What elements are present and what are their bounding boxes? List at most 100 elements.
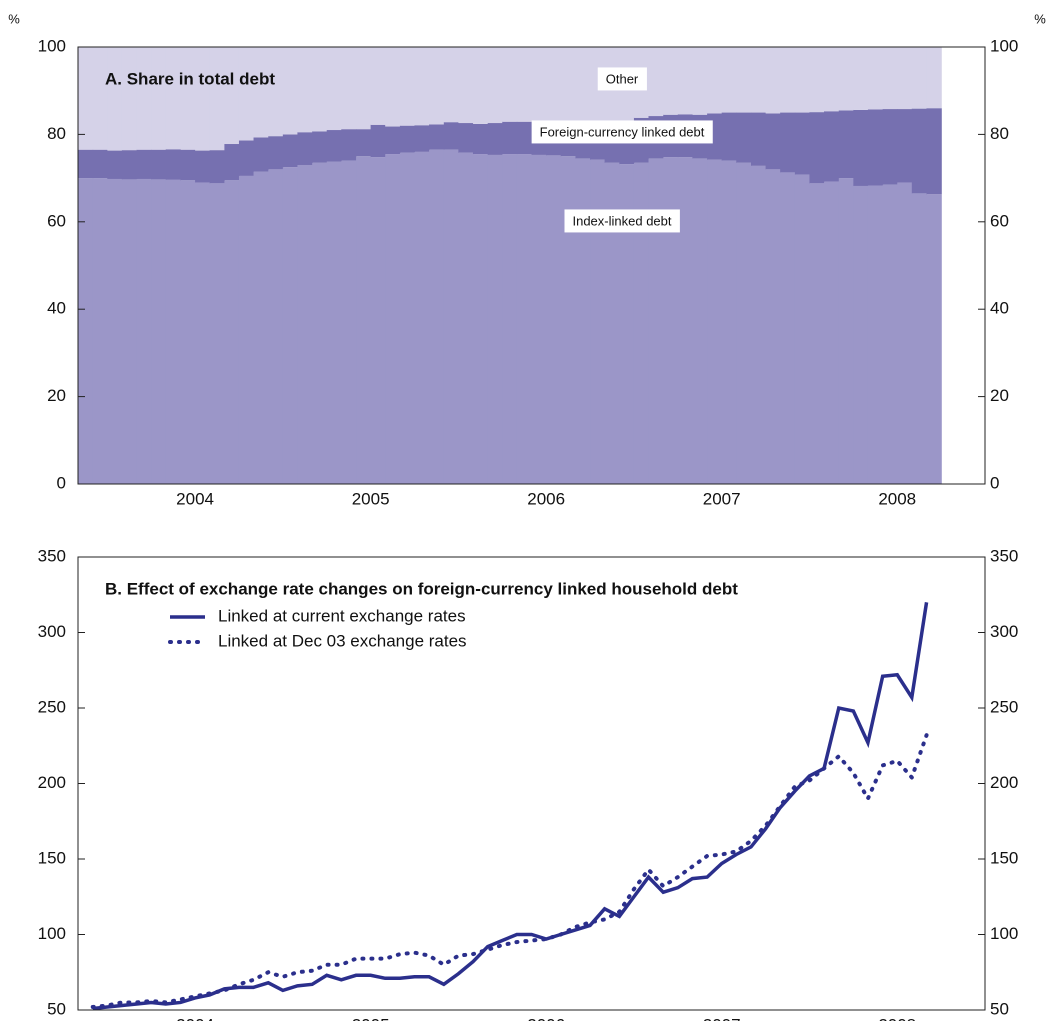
area-step [794, 174, 810, 484]
area-step [765, 113, 781, 170]
area-step [853, 109, 869, 186]
area-step [809, 183, 825, 484]
area-step [824, 111, 840, 182]
y-tick-label: 300 [38, 622, 66, 641]
area-step [282, 134, 298, 168]
area-step [297, 132, 313, 165]
y-tick-label: 250 [990, 697, 1018, 716]
area-step [531, 154, 547, 484]
area-step [780, 172, 796, 484]
area-step [809, 47, 825, 113]
x-tick-label: 2006 [527, 489, 565, 508]
area-step [429, 149, 445, 484]
y-tick-label: 150 [38, 848, 66, 867]
area-step [341, 160, 357, 484]
area-step [107, 47, 123, 151]
area-step [107, 178, 123, 484]
plot-frame [77, 556, 986, 1011]
y-tick-label: 20 [990, 386, 1009, 405]
area-step [619, 164, 635, 484]
area-step [867, 109, 884, 186]
y-tick-label: 50 [47, 999, 66, 1018]
y-tick-label: 250 [38, 697, 66, 716]
area-step [253, 171, 269, 485]
area-step [180, 180, 196, 484]
x-tick-label: 2008 [878, 489, 916, 508]
area-step [370, 124, 386, 158]
area-step [268, 47, 284, 137]
area-step [180, 149, 196, 181]
area-step [648, 47, 664, 117]
y-axis-label: % [1034, 11, 1046, 26]
area-step [487, 123, 503, 155]
area-step [751, 165, 767, 484]
area-step [370, 47, 386, 125]
area-step [516, 154, 533, 484]
area-step [516, 47, 533, 122]
area-step [911, 193, 928, 484]
y-tick-label: 350 [990, 546, 1018, 565]
area-step [385, 154, 401, 484]
area-step [326, 130, 342, 162]
area-step [414, 47, 430, 126]
area-step [707, 47, 723, 114]
area-step [282, 167, 298, 485]
area-step [224, 180, 240, 484]
area-step [897, 109, 913, 183]
x-tick-label: 2007 [703, 1015, 741, 1021]
area-step [341, 47, 357, 130]
y-tick-label: 80 [990, 124, 1009, 143]
series-label: Foreign-currency linked debt [540, 124, 705, 139]
y-tick-label: 100 [38, 924, 66, 943]
y-tick-label: 40 [990, 299, 1009, 318]
x-tick-label: 2004 [176, 489, 214, 508]
area-step [356, 156, 372, 484]
area-step [195, 182, 211, 484]
area-step [472, 47, 489, 124]
area-step [824, 181, 840, 484]
area-step [472, 154, 489, 484]
area-step [472, 123, 489, 155]
y-tick-label: 150 [990, 848, 1018, 867]
area-step [165, 47, 182, 150]
y-tick-label: 20 [47, 386, 66, 405]
area-step [151, 149, 167, 180]
area-step [326, 47, 342, 131]
area-step [399, 152, 416, 484]
area-step [151, 47, 167, 150]
y-axis-label: % [8, 11, 20, 26]
y-tick-label: 100 [38, 36, 66, 55]
y-tick-label: 350 [38, 546, 66, 565]
y-tick-label: 60 [990, 211, 1009, 230]
area-step [414, 151, 430, 484]
area-step [92, 47, 108, 150]
area-step [575, 47, 591, 122]
area-step [560, 47, 576, 123]
area-step [824, 47, 840, 112]
area-step [502, 121, 518, 155]
area-step [209, 150, 225, 184]
area-step [882, 109, 898, 185]
area-step [765, 47, 781, 114]
area-step [443, 122, 459, 150]
area-step [853, 185, 869, 484]
area-step [268, 136, 284, 170]
area-step [121, 47, 138, 151]
series-label: Other [606, 71, 639, 86]
area-step [312, 162, 328, 484]
area-step [502, 47, 518, 122]
area-step [297, 164, 313, 485]
series-label: Index-linked debt [572, 213, 671, 228]
y-tick-label: 60 [47, 211, 66, 230]
area-step [590, 159, 606, 484]
area-step [356, 129, 372, 157]
area-step [136, 47, 152, 150]
area-step [443, 149, 459, 484]
area-step [633, 162, 649, 484]
area-step [121, 150, 138, 180]
area-step [926, 47, 942, 109]
area-step [224, 144, 240, 181]
area-step [751, 47, 767, 113]
area-step [297, 47, 313, 133]
area-step [209, 47, 225, 151]
